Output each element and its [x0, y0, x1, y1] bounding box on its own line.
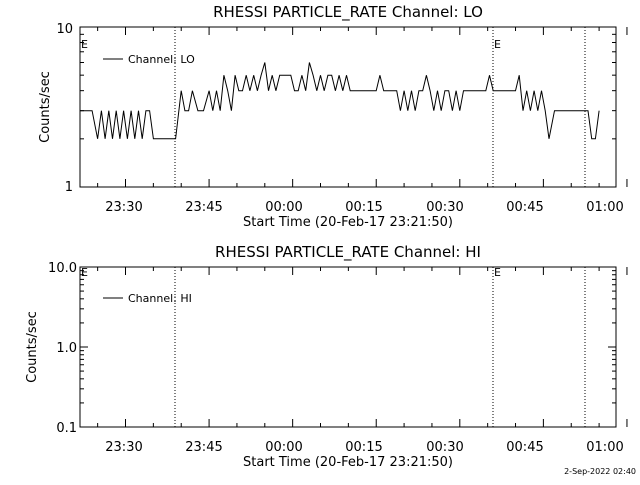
panel-lo-x-tick-label: 00:30: [426, 200, 463, 215]
panel-hi-legend-label: Channel: HI: [128, 292, 192, 305]
panel-hi-y-tick-label: 1.0: [56, 341, 77, 356]
panel-hi-x-tick-label: 23:45: [185, 440, 222, 455]
panel-hi: RHESSI PARTICLE_RATE Channel: HI 10.0 1.…: [25, 243, 628, 470]
panel-lo-title: RHESSI PARTICLE_RATE Channel: LO: [213, 3, 483, 22]
panel-lo-x-tick-label: 00:15: [345, 200, 382, 215]
panel-hi-x-axis-label: Start Time (20-Feb-17 23:21:50): [243, 455, 453, 470]
panel-hi-event-flag: E: [494, 266, 501, 279]
panel-hi-x-tick-label: 23:30: [105, 440, 142, 455]
panel-lo-x-tick-label: 01:00: [586, 200, 623, 215]
panel-hi-x-tick-label: 00:00: [265, 440, 302, 455]
panel-lo-y-tick-label: 10: [56, 22, 73, 37]
panel-hi-event-flag: E: [81, 266, 88, 279]
panel-hi-x-tick-label: 00:30: [426, 440, 463, 455]
panel-hi-plot-frame: [79, 266, 617, 428]
panel-lo-legend-label: Channel: LO: [128, 53, 195, 66]
panel-lo-x-tick-label: 23:30: [105, 200, 142, 215]
panel-hi-y-tick-label: 10.0: [48, 261, 77, 276]
panel-hi-x-tick-label: 00:15: [345, 440, 382, 455]
panel-lo-event-flag: E: [81, 38, 88, 51]
panel-lo-plot-frame: [79, 26, 617, 188]
panel-lo-y-axis-label: Counts/sec: [38, 71, 53, 143]
panel-hi-y-axis-label: Counts/sec: [25, 311, 40, 383]
panel-hi-y-tick-label: 0.1: [56, 421, 77, 436]
footer-timestamp: 2-Sep-2022 02:40: [564, 467, 636, 476]
panel-lo-x-tick-label: 23:45: [185, 200, 222, 215]
panel-lo-event-flag: E: [494, 38, 501, 51]
panel-hi-title: RHESSI PARTICLE_RATE Channel: HI: [215, 243, 481, 262]
panel-lo-series-line: [80, 62, 600, 140]
panel-lo-x-tick-label: 00:00: [265, 200, 302, 215]
panel-lo-x-tick-label: 00:45: [506, 200, 543, 215]
panel-lo-y-tick-label: 1: [65, 180, 73, 195]
panel-hi-tick-marks: [80, 267, 628, 428]
panel-lo-x-axis-label: Start Time (20-Feb-17 23:21:50): [243, 215, 453, 230]
panel-lo: RHESSI PARTICLE_RATE Channel: LO 10 1 Co…: [38, 3, 628, 230]
panel-lo-tick-marks: [80, 27, 628, 188]
panel-hi-x-tick-label: 00:45: [506, 440, 543, 455]
panel-hi-x-tick-label: 01:00: [586, 440, 623, 455]
